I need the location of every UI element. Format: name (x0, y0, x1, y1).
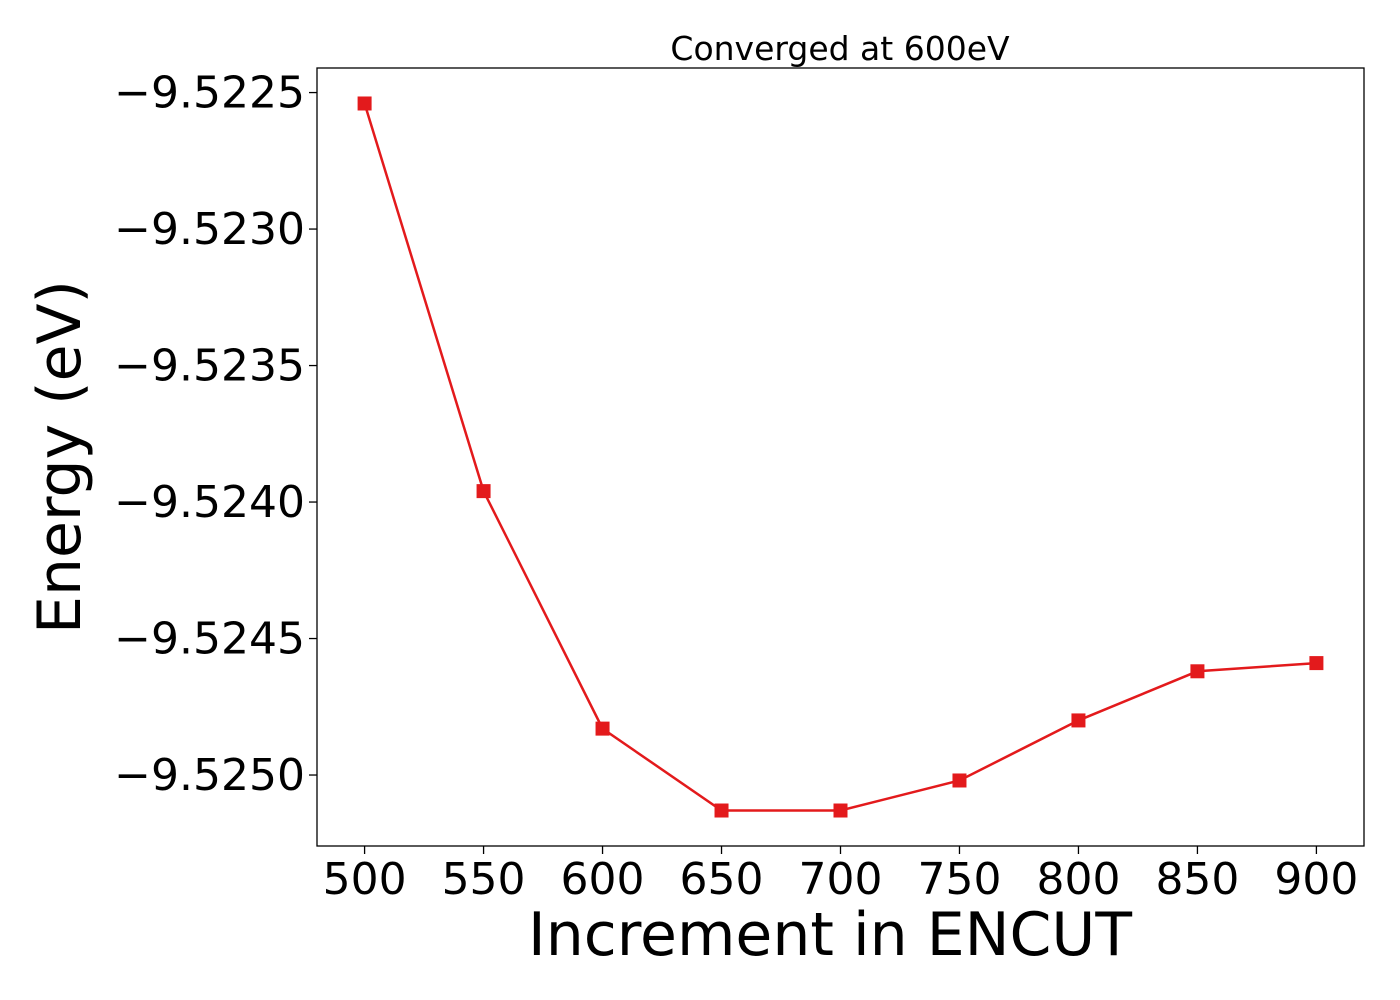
data-point-marker (357, 96, 372, 111)
x-tick-label: 800 (1036, 854, 1120, 905)
data-point-marker (1190, 664, 1205, 679)
series-line (363, 103, 1317, 812)
data-point-marker (833, 803, 848, 818)
y-tick-label: −9.5235 (114, 341, 305, 392)
x-axis-ticks: 500 550 600 650 700 750 800 850 900 (323, 846, 1358, 905)
x-tick-label: 850 (1155, 854, 1239, 905)
data-point-marker (1071, 713, 1086, 728)
x-tick-label: 650 (680, 854, 764, 905)
y-tick-label: −9.5245 (114, 614, 305, 665)
data-point-marker (1309, 656, 1324, 671)
x-axis-label: Increment in ENCUT (528, 900, 1132, 970)
y-tick-label: −9.5225 (114, 68, 305, 119)
data-point-marker (595, 721, 610, 736)
chart-title: Converged at 600eV (670, 29, 1010, 68)
data-point-marker (714, 803, 729, 818)
y-axis-label: Energy (eV) (25, 280, 95, 634)
y-axis-ticks: −9.5225 −9.5230 −9.5235 −9.5240 −9.5245 −9.52… (114, 68, 317, 801)
data-point-marker (476, 484, 491, 499)
x-tick-label: 600 (561, 854, 645, 905)
x-tick-label: 550 (442, 854, 526, 905)
y-tick-label: −9.5240 (114, 477, 305, 528)
y-tick-label: −9.5230 (114, 204, 305, 255)
series-layer (357, 96, 1324, 818)
x-tick-label: 700 (799, 854, 883, 905)
x-tick-label: 750 (917, 854, 1001, 905)
data-point-marker (952, 773, 967, 788)
y-tick-label: −9.5250 (114, 750, 305, 801)
x-tick-label: 900 (1274, 854, 1358, 905)
x-tick-label: 500 (323, 854, 407, 905)
